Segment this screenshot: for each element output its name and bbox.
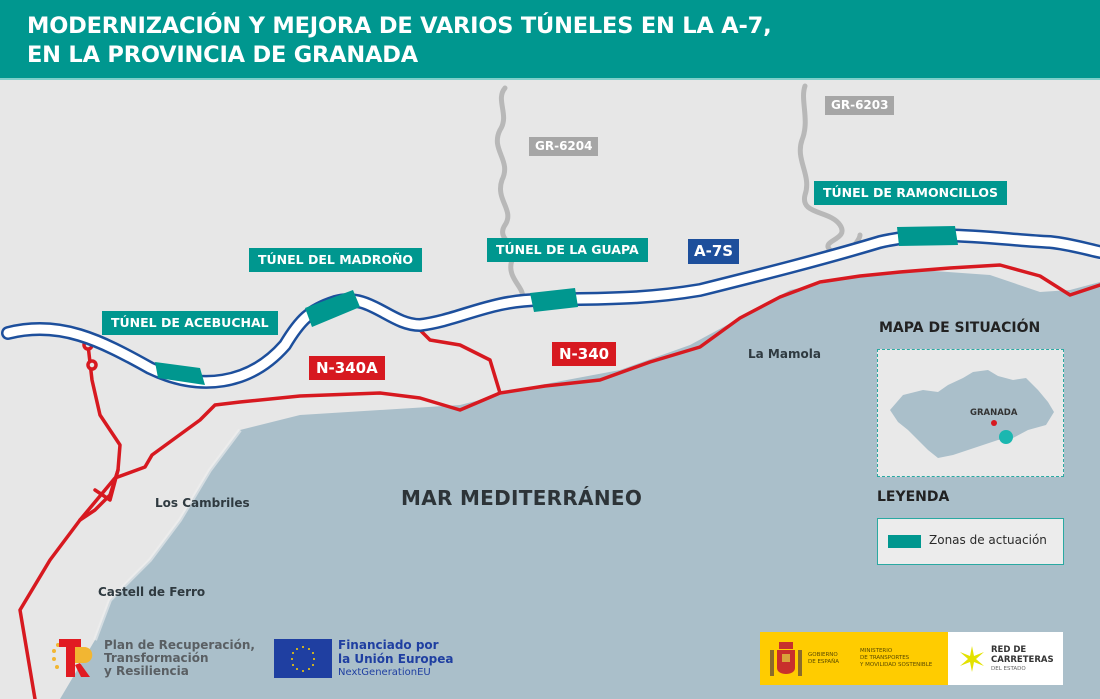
rce-line-2: CARRETERAS xyxy=(991,654,1054,665)
title-line-2: EN LA PROVINCIA DE GRANADA xyxy=(27,42,418,68)
label-n-340: N-340 xyxy=(552,342,617,366)
tunnel-ramoncillos-marker xyxy=(897,226,958,246)
eu-line-3: NextGenerationEU xyxy=(338,667,431,678)
prtr-line-2: Transformación xyxy=(104,651,209,665)
ministerio-line-2: DE TRANSPORTES xyxy=(860,655,910,661)
project-location-dot xyxy=(999,430,1013,444)
town-la-mamola: La Mamola xyxy=(748,347,821,361)
label-tunnel-ramoncillos: TÚNEL DE RAMONCILLOS xyxy=(814,181,1008,205)
label-tunnel-madrono: TÚNEL DEL MADROÑO xyxy=(249,248,423,272)
legend-box: Zonas de actuación xyxy=(877,518,1064,565)
road-gr-6204 xyxy=(494,85,525,303)
legend-heading: LEYENDA xyxy=(877,489,950,505)
prtr-text: Plan de Recuperación, Transformación y R… xyxy=(104,639,255,678)
legend-label-zonas: Zonas de actuación xyxy=(929,533,1047,547)
eu-line-2: la Unión Europea xyxy=(338,652,454,666)
tunnel-acebuchal-marker xyxy=(155,362,205,385)
prtr-line-1: Plan de Recuperación, xyxy=(104,638,255,652)
granada-label: GRANADA xyxy=(970,408,1018,418)
title-banner: MODERNIZACIÓN Y MEJORA DE VARIOS TÚNELES… xyxy=(0,0,1100,80)
gobierno-line-2: DE ESPAÑA xyxy=(808,659,840,665)
rce-line-1: RED DE xyxy=(991,645,1027,655)
eu-funding-text: Financiado por la Unión Europea NextGene… xyxy=(338,638,453,679)
gobierno-line-1: GOBIERNO xyxy=(808,652,838,658)
town-castell-de-ferro: Castell de Ferro xyxy=(98,585,206,599)
eu-flag-logo xyxy=(274,639,332,678)
eu-line-1: Financiado por xyxy=(338,638,439,652)
ministerio-text: MINISTERIO DE TRANSPORTES Y MOVILIDAD SO… xyxy=(860,648,932,669)
ministerio-line-3: Y MOVILIDAD SOSTENIBLE xyxy=(860,662,933,668)
tunnel-madrono-marker xyxy=(305,290,360,327)
situation-map-heading: MAPA DE SITUACIÓN xyxy=(879,320,1041,336)
legend-swatch-zonas xyxy=(888,535,921,548)
gobierno-espana-logo: GOBIERNO DE ESPAÑA MINISTERIO DE TRANSPO… xyxy=(760,632,950,685)
label-a-7s: A-7S xyxy=(688,239,740,264)
gobierno-text: GOBIERNO DE ESPAÑA xyxy=(808,652,839,666)
rce-text: RED DE CARRETERAS DEL ESTADO xyxy=(991,645,1054,675)
andalusia-shape xyxy=(890,370,1054,458)
sea-label: MAR MEDITERRÁNEO xyxy=(401,486,643,510)
granada-dot xyxy=(991,420,997,426)
label-tunnel-acebuchal: TÚNEL DE ACEBUCHAL xyxy=(102,311,278,335)
rce-star-icon xyxy=(960,646,984,672)
situation-map-inset: GRANADA xyxy=(877,349,1064,477)
rce-line-3: DEL ESTADO xyxy=(991,666,1026,672)
title-line-1: MODERNIZACIÓN Y MEJORA DE VARIOS TÚNELES… xyxy=(27,13,772,39)
map-title: MODERNIZACIÓN Y MEJORA DE VARIOS TÚNELES… xyxy=(27,12,772,70)
label-gr-6203: GR-6203 xyxy=(825,96,895,115)
prtr-logo xyxy=(52,639,93,677)
town-los-cambriles: Los Cambriles xyxy=(155,496,250,510)
sea-area xyxy=(60,270,1100,699)
red-carreteras-logo: RED DE CARRETERAS DEL ESTADO xyxy=(948,632,1063,685)
road-n-340a xyxy=(410,320,502,395)
label-gr-6204: GR-6204 xyxy=(529,137,599,156)
label-tunnel-guapa: TÚNEL DE LA GUAPA xyxy=(487,238,648,262)
label-n-340a: N-340A xyxy=(309,356,385,380)
tunnel-guapa-marker xyxy=(530,288,578,312)
prtr-line-3: y Resiliencia xyxy=(104,664,189,678)
ministerio-line-1: MINISTERIO xyxy=(860,648,893,654)
coat-of-arms-icon xyxy=(770,642,802,676)
